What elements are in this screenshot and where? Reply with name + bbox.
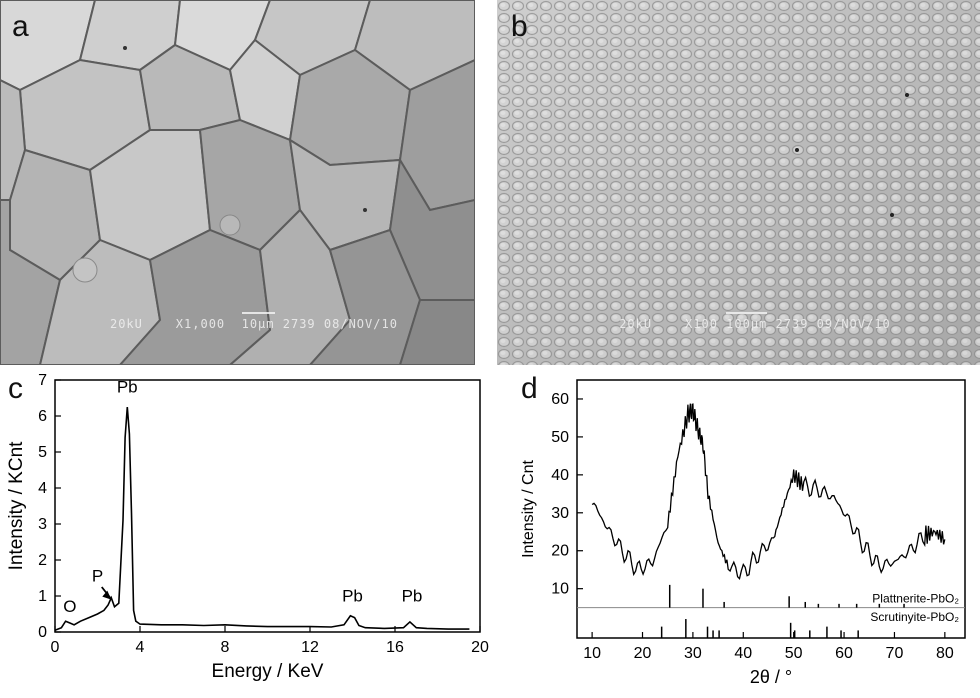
x-tick-label-d: 10	[583, 645, 601, 662]
grain-micrograph-b	[497, 0, 980, 365]
sem-scale-bar-b: 100µm	[726, 312, 768, 331]
y-tick-label-d: 30	[551, 505, 569, 522]
sem-date-a: 08/NOV/10	[323, 317, 398, 331]
peak-label-c: P	[92, 567, 103, 586]
peak-label-c: Pb	[342, 586, 363, 605]
plot-frame-c	[54, 379, 481, 633]
sem-date-b: 09/NOV/10	[816, 317, 891, 331]
sem-id-a: 2739	[282, 317, 316, 331]
x-tick-label-c: 20	[471, 639, 489, 656]
sem-voltage-a: 20kU	[109, 317, 143, 331]
reference-label-scrutinyite: Scrutinyite-PbO₂	[870, 610, 959, 624]
x-tick-label-d: 70	[886, 645, 904, 662]
sem-scale-bar-a: 10µm	[241, 312, 275, 331]
sem-id-b: 2739	[775, 317, 809, 331]
x-tick-label-c: 4	[136, 639, 145, 656]
y-tick-label-c: 6	[38, 408, 47, 425]
y-tick-label-c: 4	[38, 480, 47, 497]
peak-label-c: Pb	[117, 378, 138, 397]
panel-label-d: d	[521, 372, 538, 405]
y-tick-label-c: 3	[38, 516, 47, 533]
x-axis-label-d: 2θ / °	[750, 667, 792, 687]
sem-caption-a: 20kU X1,000 10µm 2739 08/NOV/10	[0, 303, 475, 345]
y-tick-label-c: 1	[38, 588, 47, 605]
sem-magnification-b: X100	[685, 317, 718, 331]
sem-image-a: a 20kU X1,000 10µm 2739 08/NOV/10	[0, 0, 475, 365]
sem-caption-b: 20kU X100 100µm 2739 09/NOV/10	[497, 303, 980, 345]
y-axis-label-c: Intensity / KCnt	[6, 441, 27, 571]
x-tick-label-d: 50	[785, 645, 803, 662]
sem-magnification-a: X1,000	[175, 317, 226, 331]
y-tick-label-d: 10	[551, 581, 569, 598]
y-tick-label-c: 7	[38, 372, 47, 389]
y-tick-label-c: 0	[38, 624, 47, 641]
x-tick-label-d: 40	[734, 645, 752, 662]
x-axis-label-c: Energy / KeV	[212, 661, 324, 682]
chart-panel-c: c 0 4 8 12 16 20 0 1 2 3 4 5 6 7 Energy / KeV Intensity…	[0, 370, 490, 693]
peak-label-c: Pb	[402, 586, 423, 605]
x-tick-label-d: 20	[634, 645, 652, 662]
xrd-pattern-chart: 10 20 30 40 50 60 70 80 10 20 30 40 50 60 2θ / ° Intens…	[520, 379, 966, 687]
y-tick-label-d: 50	[551, 429, 569, 446]
panel-label-c: c	[8, 372, 23, 405]
sem-voltage-b: 20kU	[619, 317, 653, 331]
x-tick-label-c: 8	[221, 639, 230, 656]
panel-label-b: b	[511, 10, 528, 43]
peak-label-c: O	[63, 597, 76, 616]
chart-panel-d: d 10 20 30 40 50 60 70 80 10 20 30 40 50 60 2θ / ° Inte…	[495, 370, 980, 693]
spectrum-line-c	[54, 406, 470, 631]
x-tick-label-c: 16	[386, 639, 404, 656]
y-tick-label-c: 2	[38, 552, 47, 569]
arrow-head-p-c	[102, 590, 112, 600]
plot-frame-d	[576, 379, 966, 639]
x-tick-label-d: 80	[936, 645, 954, 662]
x-tick-label-c: 0	[51, 639, 60, 656]
panel-label-a: a	[12, 10, 29, 43]
reference-label-plattnerite: Plattnerite-PbO₂	[872, 592, 959, 606]
grain-micrograph-a	[0, 0, 475, 365]
x-tick-label-d: 60	[835, 645, 853, 662]
y-tick-label-c: 5	[38, 444, 47, 461]
sem-image-b: b 20kU X100 100µm 2739 09/NOV/10	[497, 0, 980, 365]
xrd-line-d	[591, 403, 946, 581]
y-tick-label-d: 60	[551, 391, 569, 408]
y-tick-label-d: 40	[551, 467, 569, 484]
y-axis-label-d: Intensity / Cnt	[520, 460, 537, 558]
x-tick-label-d: 30	[684, 645, 702, 662]
x-tick-label-c: 12	[301, 639, 319, 656]
y-tick-label-d: 20	[551, 543, 569, 560]
